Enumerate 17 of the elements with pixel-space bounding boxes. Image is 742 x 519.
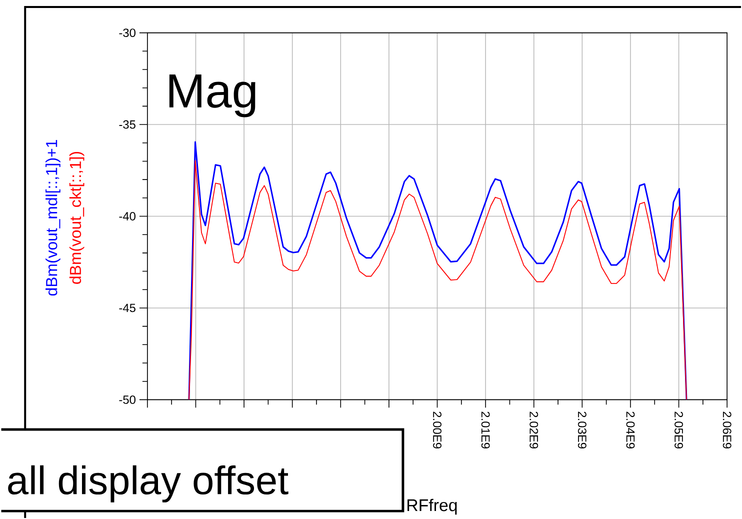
x-tick-label: 2.06E9 — [722, 412, 732, 448]
y-tick-label: -30 — [119, 28, 136, 38]
text: all display offset — [8, 465, 288, 502]
y-tick-label: -35 — [119, 120, 136, 129]
y-tick-label: -40 — [119, 212, 136, 220]
x-tick-label: 2.05E9 — [674, 412, 683, 448]
x-axis-title: RFfreq — [408, 498, 457, 515]
x-tick-label: 2.01E9 — [481, 412, 490, 448]
x-tick-label: 2.02E9 — [530, 412, 538, 448]
x-tick-label: 2.04E9 — [626, 412, 635, 448]
annotation: Mag — [169, 74, 256, 118]
y-tick-label: -50 — [119, 395, 136, 404]
x-tick-label: 2.00E9 — [433, 412, 442, 448]
text: dBm(vout_mdl[::,1])+1 — [46, 140, 60, 296]
x-tick-label: 2.03E9 — [578, 412, 586, 448]
y-tick-label: -45 — [119, 304, 136, 312]
text: dBm(vout_ckt[::,1]) — [69, 152, 84, 284]
